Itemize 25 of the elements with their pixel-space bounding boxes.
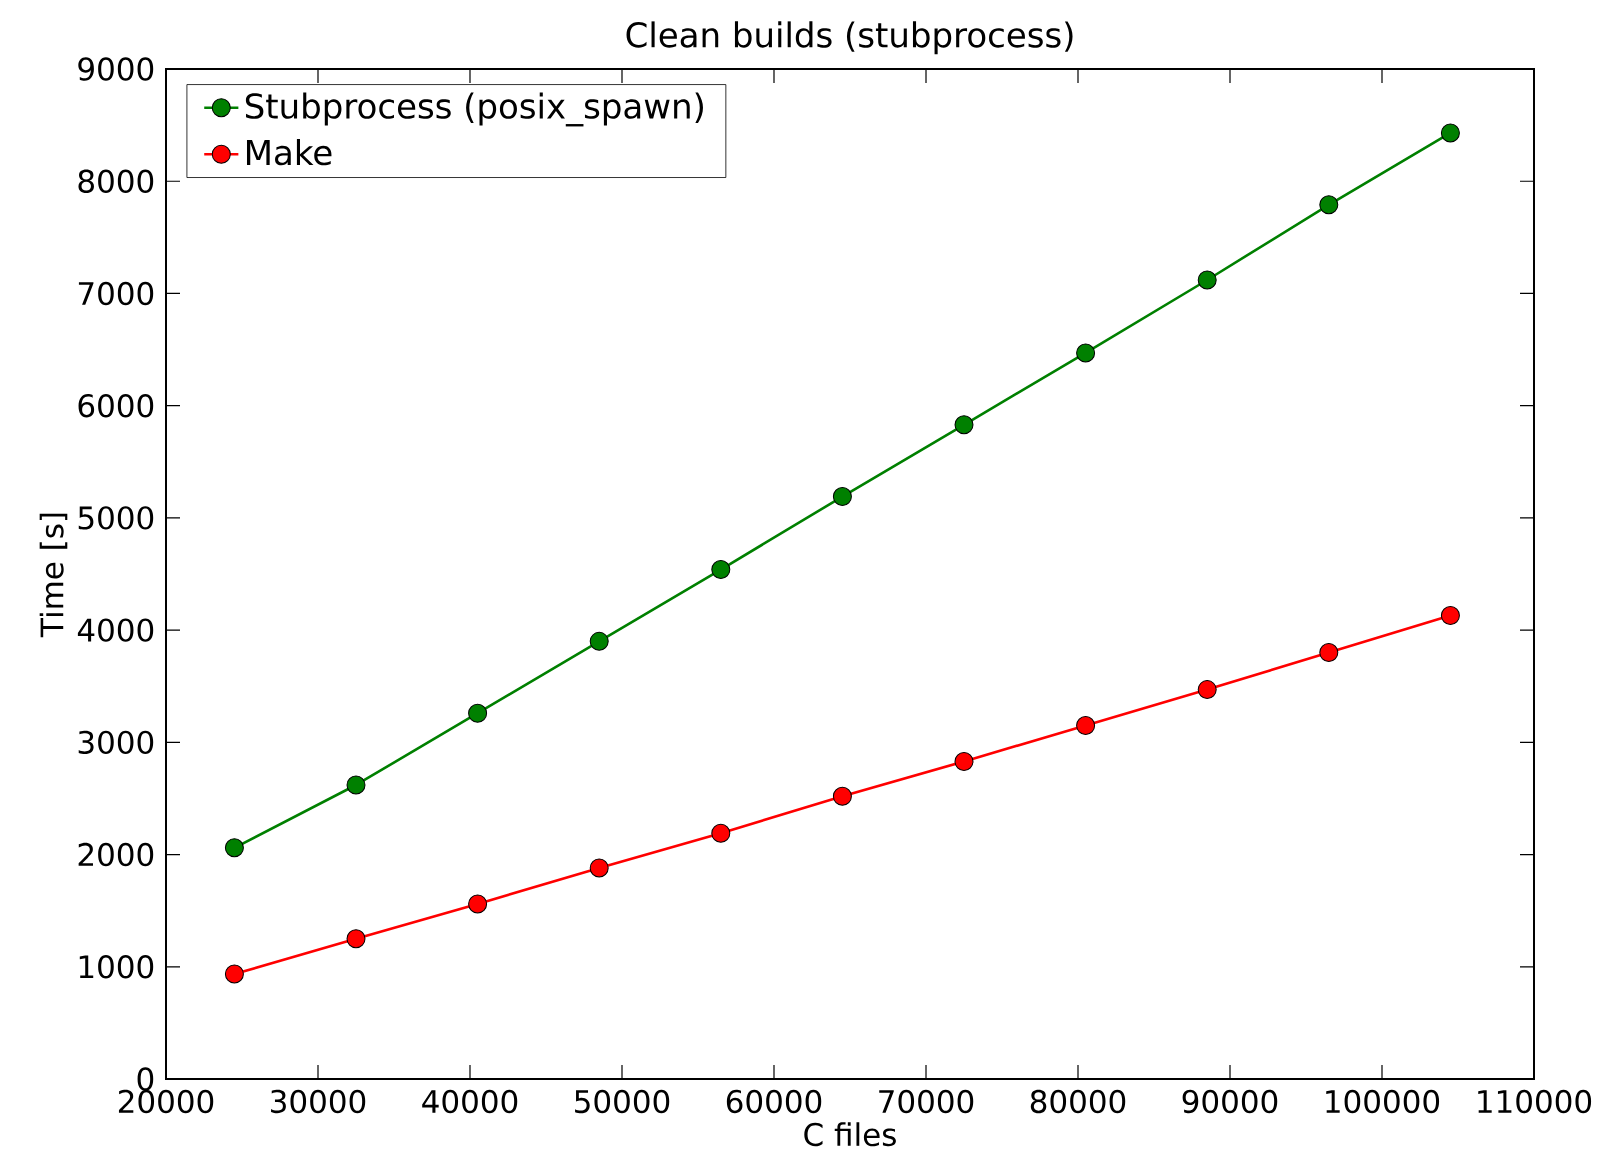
x-tick-label: 30000 (271, 1089, 366, 1114)
y-axis-title: Time [s] (39, 513, 68, 638)
x-axis-title: C files (804, 1122, 896, 1147)
x-tick-label: 20000 (118, 1089, 214, 1114)
x-tick-label: 100000 (1326, 1089, 1440, 1114)
legend-label: Make (246, 139, 332, 166)
y-tick-label: 4000 (77, 618, 154, 642)
y-tick-label: 3000 (78, 730, 154, 755)
x-tick-label: 60000 (726, 1089, 822, 1114)
y-tick-label: 0 (137, 1067, 154, 1091)
x-tick-label: 110000 (1478, 1089, 1592, 1114)
chart-title: Clean builds (stubprocess) (626, 21, 1073, 55)
x-tick-label: 40000 (422, 1089, 518, 1114)
x-tick-label: 50000 (575, 1089, 670, 1114)
y-tick-label: 9000 (78, 57, 154, 81)
x-tick-label: 70000 (879, 1089, 974, 1114)
y-tick-label: 2000 (78, 842, 154, 867)
y-tick-label: 1000 (79, 955, 154, 979)
y-tick-label: 5000 (78, 506, 154, 530)
y-tick-label: 7000 (78, 281, 154, 306)
y-tick-label: 6000 (78, 393, 154, 418)
x-tick-label: 90000 (1182, 1089, 1278, 1114)
y-tick-label: 8000 (78, 169, 154, 193)
legend-label: Stubprocess (posix_spawn) (245, 92, 703, 127)
x-tick-label: 80000 (1030, 1089, 1126, 1114)
